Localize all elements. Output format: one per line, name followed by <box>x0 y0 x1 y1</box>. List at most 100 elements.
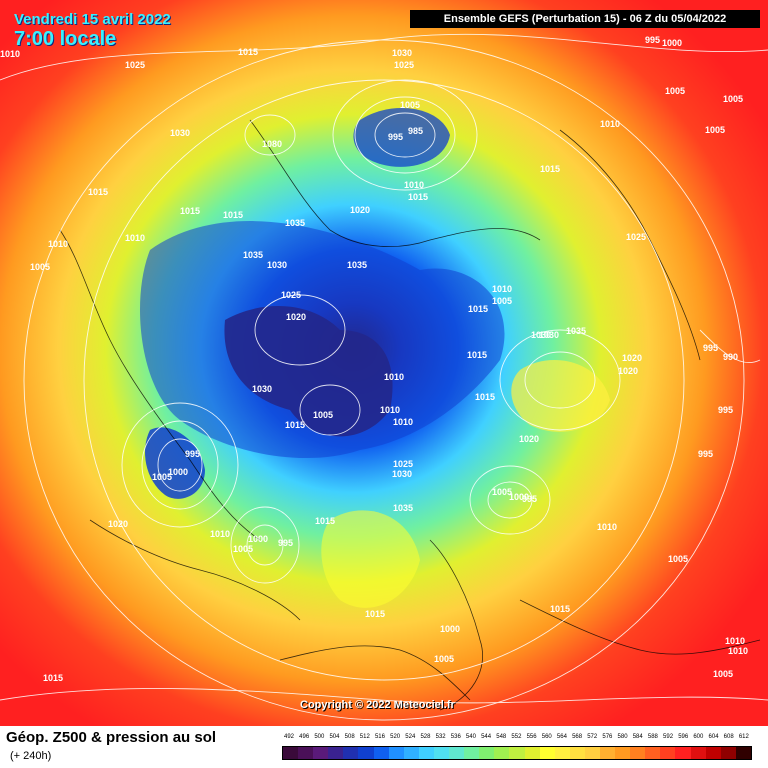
legend-label: 576 <box>602 734 613 740</box>
isobar-label: 1015 <box>365 609 385 619</box>
isobar-label: 1020 <box>519 434 539 444</box>
geopotential-field <box>140 108 610 608</box>
z500-ridge-yellow <box>511 360 610 432</box>
isobar-label: 1020 <box>286 312 306 322</box>
isobar-label: 995 <box>278 538 293 548</box>
isobar-label: 1015 <box>285 420 305 430</box>
isobar-label: 1015 <box>88 187 108 197</box>
legend-swatch <box>645 747 661 759</box>
isobar-label: 1030 <box>539 330 559 340</box>
legend-label: 608 <box>723 734 734 740</box>
isobar-label: 995 <box>522 494 537 504</box>
legend-swatch <box>313 747 329 759</box>
isobar-label: 1020 <box>622 353 642 363</box>
isobar-label: 1005 <box>313 410 333 420</box>
isobar-label: 1025 <box>281 290 301 300</box>
legend-label: 564 <box>556 734 567 740</box>
legend-label: 584 <box>632 734 643 740</box>
isobar-label: 1010 <box>492 284 512 294</box>
isobar-label: 1035 <box>393 503 413 513</box>
isobar-label: 1030 <box>267 260 287 270</box>
legend-swatch <box>630 747 646 759</box>
isobar-label: 1005 <box>30 262 50 272</box>
footer-panel: Géop. Z500 & pression au sol (+ 240h) 49… <box>0 726 768 768</box>
run-info-banner: Ensemble GEFS (Perturbation 15) - 06 Z d… <box>410 10 760 28</box>
legend-swatch <box>283 747 299 759</box>
z500-low-atlantic <box>145 427 205 499</box>
isobar-label: 1005 <box>668 554 688 564</box>
copyright-notice: Copyright © 2022 Meteociel.fr <box>300 699 455 711</box>
valid-date: Vendredi 15 avril 2022 <box>14 11 171 28</box>
isobar-label: 1010 <box>125 233 145 243</box>
legend-label: 572 <box>587 734 598 740</box>
legend-swatch <box>599 747 616 759</box>
legend-swatch <box>328 747 344 759</box>
isobar-label: 1030 <box>392 48 412 58</box>
legend-label: 496 <box>299 734 310 740</box>
isobar-label: 1005 <box>713 669 733 679</box>
isobar-label: 1025 <box>394 60 414 70</box>
isobar-label: 1015 <box>238 47 258 57</box>
isobar-label: 1020 <box>108 519 128 529</box>
isobar-label: 1005 <box>434 654 454 664</box>
isobar-label: 1005 <box>400 100 420 110</box>
valid-time-block: Vendredi 15 avril 2022 7:00 locale <box>14 11 171 50</box>
legend-label: 552 <box>511 734 522 740</box>
legend-swatch <box>373 747 389 759</box>
isobar-label: 1005 <box>492 487 512 497</box>
legend-label: 492 <box>284 734 295 740</box>
isobar-label: 1035 <box>285 218 305 228</box>
isobar-label: 1015 <box>408 192 428 202</box>
legend-label: 592 <box>663 734 674 740</box>
color-legend <box>282 746 752 760</box>
isobar-label: 1010 <box>48 239 68 249</box>
isobar-label: 1015 <box>180 206 200 216</box>
isobar-label: 995 <box>388 132 403 142</box>
z500-ridge-europe <box>321 510 420 608</box>
isobar-label: 1000 <box>662 38 682 48</box>
isobar-label: 1010 <box>597 522 617 532</box>
isobar-label: 1005 <box>492 296 512 306</box>
isobar-label: 995 <box>698 449 713 459</box>
legend-label: 512 <box>359 734 370 740</box>
forecast-lead: (+ 240h) <box>10 750 52 762</box>
legend-label: 540 <box>465 734 476 740</box>
isobar-label: 995 <box>718 405 733 415</box>
isobar-label: 1010 <box>404 180 424 190</box>
isobar-label: 1015 <box>468 304 488 314</box>
isobar-label: 1015 <box>475 392 495 402</box>
legend-labels: 492 496 500 504 508 512 516 520 524 528 532 536 540 5… <box>282 734 752 744</box>
legend-swatch <box>509 747 525 759</box>
map-title: Géop. Z500 & pression au sol <box>6 729 217 746</box>
isobar-label: 1010 <box>728 646 748 656</box>
legend-swatch <box>494 747 510 759</box>
isobar-label: 1005 <box>152 472 172 482</box>
legend-swatch <box>554 747 570 759</box>
legend-swatch <box>464 747 480 759</box>
z500-blue-core <box>140 221 505 459</box>
legend-swatch <box>705 747 721 759</box>
isobar-label: 1000 <box>168 467 188 477</box>
isobar-label: 1035 <box>243 250 263 260</box>
isobar-label: 1000 <box>509 492 529 502</box>
isobar-label: 1005 <box>233 544 253 554</box>
isobar-label: 1025 <box>626 232 646 242</box>
isobar-label: 1025 <box>125 60 145 70</box>
legend-swatch <box>660 747 676 759</box>
isobar-label: 1030 <box>531 330 551 340</box>
legend-label: 560 <box>541 734 552 740</box>
legend-swatch <box>690 747 706 759</box>
legend-swatch <box>735 747 751 759</box>
legend-swatch <box>433 747 450 759</box>
isobar-label: 1030 <box>392 469 412 479</box>
isobar-label: 1010 <box>384 372 404 382</box>
legend-swatch <box>615 747 631 759</box>
legend-label: 504 <box>329 734 340 740</box>
isobar-label: 1035 <box>347 260 367 270</box>
legend-swatch <box>479 747 495 759</box>
z500-low-pacific <box>353 108 450 167</box>
isobar-label: 1015 <box>223 210 243 220</box>
legend-swatch <box>569 747 585 759</box>
